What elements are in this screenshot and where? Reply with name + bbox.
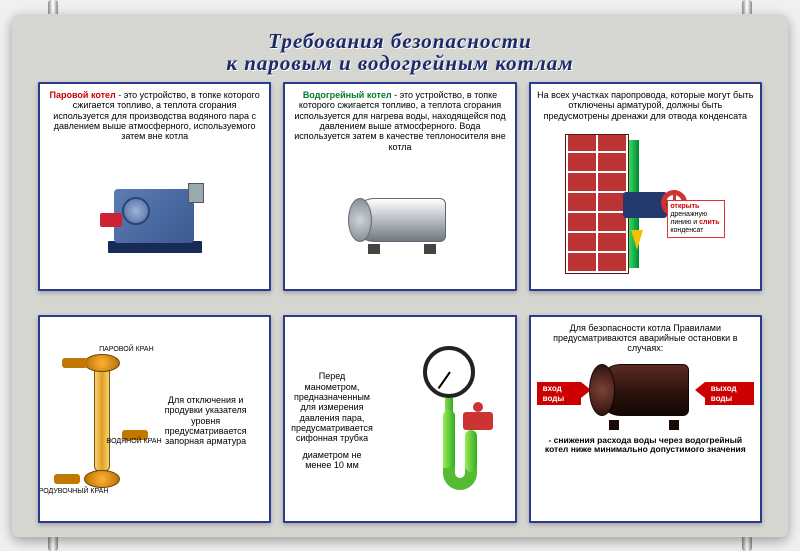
panel-body: вход воды выход воды	[537, 354, 754, 434]
panel-text: Водогрейный котел - это устройство, в то…	[291, 90, 508, 152]
drain-valve-icon: открыть дренажную линию и слить конденса…	[565, 134, 725, 274]
panel-body: Перед манометром, предназначенным для из…	[291, 327, 508, 515]
label-blowdown-tap: ПРОДУВОЧНЫЙ КРАН	[38, 488, 108, 496]
steam-boiler-icon	[100, 173, 210, 255]
panel-body	[291, 156, 508, 282]
label-water-tap: ВОДЯНОЙ КРАН	[107, 438, 162, 446]
header: Для безопасности котла Правилами предусм…	[537, 323, 754, 354]
desc: На всех участках паропровода, которые мо…	[537, 90, 753, 121]
red-note: диаметром не менее 10 мм	[291, 450, 373, 471]
panel-body: ПАРОВОЙ КРАН ВОДЯНОЙ КРАН ПРОДУВОЧНЫЙ КР…	[46, 327, 263, 515]
footer: - снижения расхода воды через водогрейны…	[537, 436, 754, 456]
panel-manometer: Перед манометром, предназначенным для из…	[283, 315, 516, 523]
arrow-in-label: вход воды	[537, 382, 581, 404]
hot-water-tank-icon	[583, 358, 703, 430]
water-boiler-icon	[340, 184, 460, 254]
panel-steam-boiler: Паровой котел - это устройство, в топке …	[38, 82, 271, 290]
panel-body: открыть дренажную линию и слить конденса…	[537, 125, 754, 282]
panel-drain: На всех участках паропровода, которые мо…	[529, 82, 762, 290]
term: Паровой котел	[50, 90, 116, 100]
title-line-2: к паровым и водогрейным котлам	[38, 52, 762, 74]
arrow-out-label: выход воды	[705, 382, 754, 404]
panel-text: Паровой котел - это устройство, в топке …	[46, 90, 263, 142]
info-board: Требования безопасности к паровым и водо…	[12, 14, 788, 537]
desc: Перед манометром, предназначенным для из…	[291, 371, 373, 443]
panel-text: На всех участках паропровода, которые мо…	[537, 90, 754, 121]
desc: Для отключения и продувки указателя уров…	[156, 395, 256, 447]
board-title: Требования безопасности к паровым и водо…	[38, 30, 762, 74]
drain-note: открыть дренажную линию и слить конденса…	[667, 200, 725, 238]
panel-text: Перед манометром, предназначенным для из…	[291, 371, 373, 470]
term: Водогрейный котел	[303, 90, 392, 100]
panel-emergency-stop: Для безопасности котла Правилами предусм…	[529, 315, 762, 523]
label-steam-tap: ПАРОВОЙ КРАН	[99, 346, 154, 354]
manometer-siphon-icon	[379, 346, 509, 496]
title-line-1: Требования безопасности	[38, 30, 762, 52]
panel-water-boiler: Водогрейный котел - это устройство, в то…	[283, 82, 516, 290]
panel-level-gauge: ПАРОВОЙ КРАН ВОДЯНОЙ КРАН ПРОДУВОЧНЫЙ КР…	[38, 315, 271, 523]
panel-body	[46, 146, 263, 283]
panel-grid: Паровой котел - это устройство, в топке …	[38, 82, 762, 523]
level-gauge-icon: ПАРОВОЙ КРАН ВОДЯНОЙ КРАН ПРОДУВОЧНЫЙ КР…	[54, 346, 150, 496]
